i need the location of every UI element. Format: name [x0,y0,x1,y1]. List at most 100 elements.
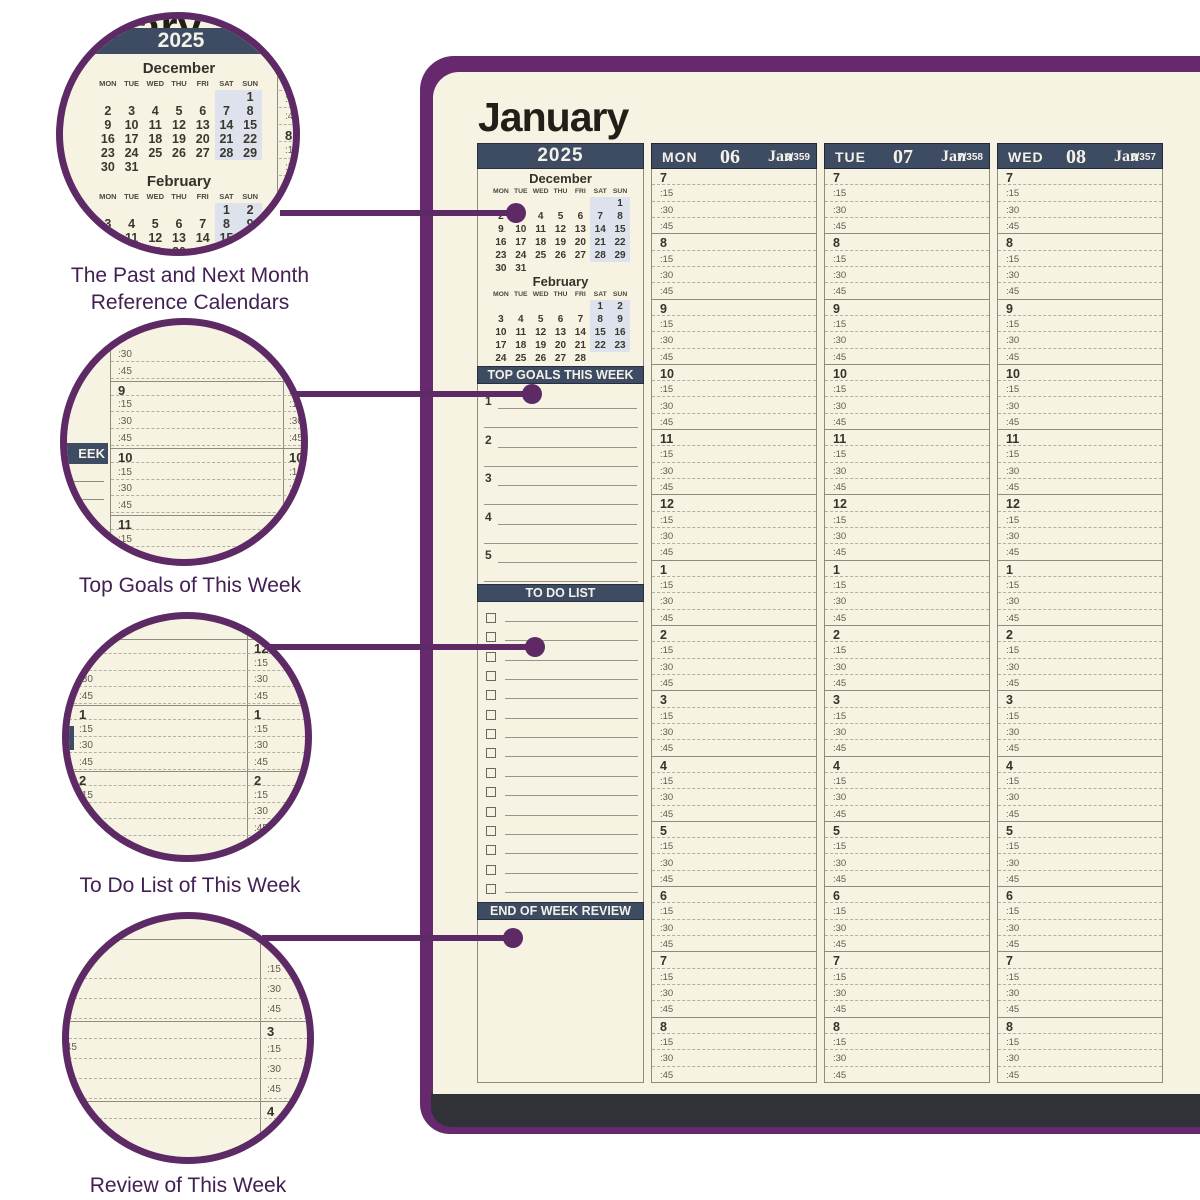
calendar-december: DecemberMONTUEWEDTHUFRISATSUN12345678910… [478,171,643,275]
magnified-time-label: :30 [285,94,299,105]
calendar-date [167,203,191,217]
time-slot: :45 [998,610,1162,626]
calendar-date: 24 [515,250,527,261]
time-slot: 1 [998,561,1162,578]
caption-line: Reference Calendars [90,291,290,315]
calendar-date: 8 [590,313,611,326]
magnified-grid-line [69,801,305,803]
time-slot: 7 [652,169,816,186]
time-slot: 8 [825,234,989,251]
time-slot: 1 [652,561,816,578]
calendar-date: 9 [104,118,112,132]
quarter-label: :30 [833,400,847,412]
calendar-date: 2 [104,104,112,118]
time-slot: :30 [825,398,989,414]
hour-label: 9 [1006,301,1013,316]
time-slot: :45 [998,414,1162,431]
calendar-date: 1 [590,300,611,313]
magnified-grid-line [279,158,293,159]
todo-line [505,872,638,874]
connector-line-1 [280,210,516,216]
calendar-date [143,90,167,104]
dow-label: MON [492,188,509,195]
quarter-label: :15 [660,906,674,918]
day-date: 08 [1066,146,1086,168]
calendar-date: 22 [590,339,611,352]
todo-checkbox [486,690,496,701]
time-slot: :15 [652,512,816,529]
time-slot: :15 [652,903,816,920]
magnified-time-label: :30 [118,483,132,495]
todo-line [505,756,638,758]
time-slot: :45 [652,1067,816,1083]
day-of-year: 6/359 [784,152,810,163]
quarter-label: :30 [1006,400,1020,412]
quarter-label: :15 [660,580,674,592]
hour-label: 11 [660,432,674,447]
time-slot: :15 [998,1034,1162,1051]
time-slot: :45 [652,283,816,300]
calendar-date: 5 [557,211,564,222]
time-slot: :15 [825,903,989,920]
quarter-label: :45 [1006,612,1020,624]
time-slot: :15 [652,577,816,594]
quarter-label: :45 [1006,808,1020,820]
calendar-date: 12 [554,224,567,235]
quarter-label: :30 [1006,857,1020,869]
hour-label: 7 [1006,954,1013,969]
day-name: MON [662,149,698,165]
calendar-date: 18 [148,132,163,146]
goal-number: 4 [485,509,492,524]
calendar-date: 13 [574,224,586,235]
calendar-date [191,90,215,104]
hour-label: 4 [833,758,840,773]
calendar-date: 6 [557,314,564,325]
calendar-date: 11 [148,118,162,132]
calendar-date: 11 [535,224,546,235]
hour-label: 6 [660,889,667,904]
time-slot: :45 [998,1001,1162,1018]
time-slot: :30 [825,1050,989,1067]
todo-line [505,775,638,777]
magnified-column-border [247,619,248,855]
magnified-sidebar-header-fragment [69,726,74,750]
quarter-label: :45 [660,482,674,494]
calendar-date: 7 [199,217,207,231]
time-slot: :45 [998,936,1162,953]
quarter-label: :30 [1006,269,1020,281]
quarter-label: :45 [833,873,847,885]
day-date: 06 [720,146,740,168]
day-header: WED 08 Jan 8/357 [997,143,1163,169]
quarter-label: :15 [1006,449,1020,461]
magnified-grid-line [69,669,305,671]
day-month: Jan [941,148,966,165]
quarter-label: :15 [833,580,847,592]
magnified-grid-line [69,785,305,786]
time-slot: :30 [825,920,989,937]
magnified-time-label: :45 [79,822,93,834]
magnified-grid-line [111,380,301,382]
time-slot: :15 [998,185,1162,202]
calendar-date: 11 [515,327,527,338]
calendar-date [143,203,167,217]
hour-label: 3 [1006,693,1013,708]
calendar-date [551,300,571,313]
magnified-grid-line [111,377,301,379]
magnified-grid-line [69,998,307,999]
dow-label: SUN [612,188,628,195]
calendar-date: 17 [515,237,527,248]
magnified-time-label: :30 [254,674,268,685]
time-slot: :15 [998,903,1162,920]
magnified-grid-line [69,752,305,753]
time-slot: :30 [825,332,989,349]
time-slot: 8 [998,1018,1162,1035]
magnified-goal-line [67,481,104,482]
calendar-date: 3 [498,314,504,325]
time-slot: :30 [652,593,816,610]
hour-label: 8 [660,236,667,251]
time-slot: :15 [652,642,816,659]
todo-line [505,795,638,797]
magnified-time-label: :15 [267,1044,281,1055]
